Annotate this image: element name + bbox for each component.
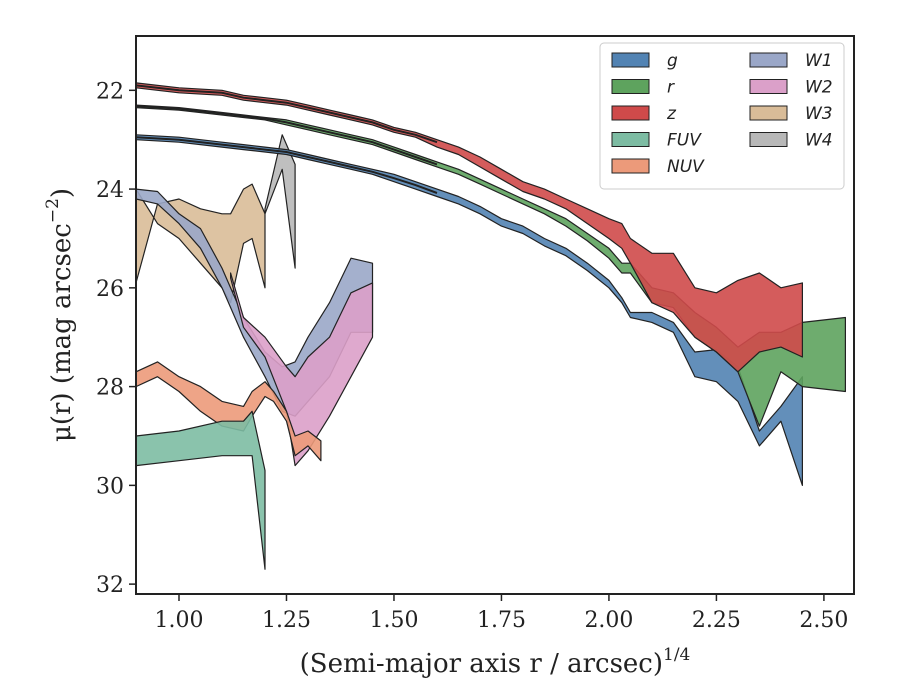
y-tick-label: 28 xyxy=(96,376,124,401)
legend-label-w1: W1 xyxy=(805,51,833,71)
legend-swatch-g xyxy=(611,52,650,68)
legend-swatch-fuv xyxy=(611,132,650,147)
median-line-r xyxy=(136,105,438,166)
legend-label-w4: W4 xyxy=(805,131,833,151)
legend: grz FUV NUV W1 W2 W3 W4 xyxy=(599,42,845,190)
band-g xyxy=(136,134,804,486)
median-line-g xyxy=(136,136,438,194)
band-layer xyxy=(136,82,847,570)
y-axis-title-text: μ(r) (mag arcsec xyxy=(47,223,77,442)
legend-label-r: r xyxy=(667,78,675,98)
legend-swatch-w1 xyxy=(749,52,788,68)
band-w2 xyxy=(230,272,374,467)
median-line-layer xyxy=(136,84,438,194)
y-tick-label: 32 xyxy=(96,573,124,598)
x-tick-label: 1.00 xyxy=(155,608,204,633)
band-fuv xyxy=(136,410,266,570)
y-axis-title-close: ) xyxy=(47,188,77,198)
y-axis-title: μ(r) (mag arcsec−2) xyxy=(43,188,77,442)
x-axis-title: (Semi-major axis r / arcsec)1/4 xyxy=(300,645,691,679)
y-tick-label: 24 xyxy=(96,178,124,203)
legend-label-g: g xyxy=(667,51,678,71)
legend-label-fuv: FUV xyxy=(667,131,702,151)
x-tick-label: 2.50 xyxy=(799,608,848,633)
x-tick-label: 1.75 xyxy=(477,608,526,633)
y-tick-label: 30 xyxy=(96,474,124,499)
y-tick-label: 26 xyxy=(96,277,124,302)
y-axis-title-exponent: −2 xyxy=(43,198,63,223)
x-axis-title-exponent: 1/4 xyxy=(663,645,690,665)
x-tick-label: 2.00 xyxy=(584,608,633,633)
band-w4 xyxy=(264,134,296,269)
legend-label-z: z xyxy=(666,104,677,124)
legend-label-nuv: NUV xyxy=(667,157,705,177)
legend-swatch-w2 xyxy=(749,79,788,94)
band-r xyxy=(136,104,847,427)
band-nuv xyxy=(136,361,322,462)
x-axis: 1.00 1.25 1.50 1.75 2.00 2.25 2.50 xyxy=(155,594,848,633)
x-tick-label: 1.50 xyxy=(369,608,418,633)
legend-swatch-r xyxy=(611,79,650,94)
band-z xyxy=(136,82,804,373)
median-line-z xyxy=(136,84,438,144)
legend-swatch-z xyxy=(611,105,650,121)
legend-swatch-nuv xyxy=(611,158,650,174)
legend-swatch-w3 xyxy=(749,105,788,121)
y-tick-label: 22 xyxy=(96,79,124,104)
legend-swatch-w4 xyxy=(749,132,788,147)
legend-label-w3: W3 xyxy=(805,104,833,124)
x-tick-label: 2.25 xyxy=(692,608,741,633)
x-axis-title-text: (Semi-major axis r / arcsec) xyxy=(300,649,663,679)
legend-label-w2: W2 xyxy=(805,78,833,98)
y-axis: 22 24 26 28 30 32 xyxy=(96,79,136,598)
x-tick-label: 1.25 xyxy=(262,608,311,633)
plot-frame xyxy=(135,35,855,595)
